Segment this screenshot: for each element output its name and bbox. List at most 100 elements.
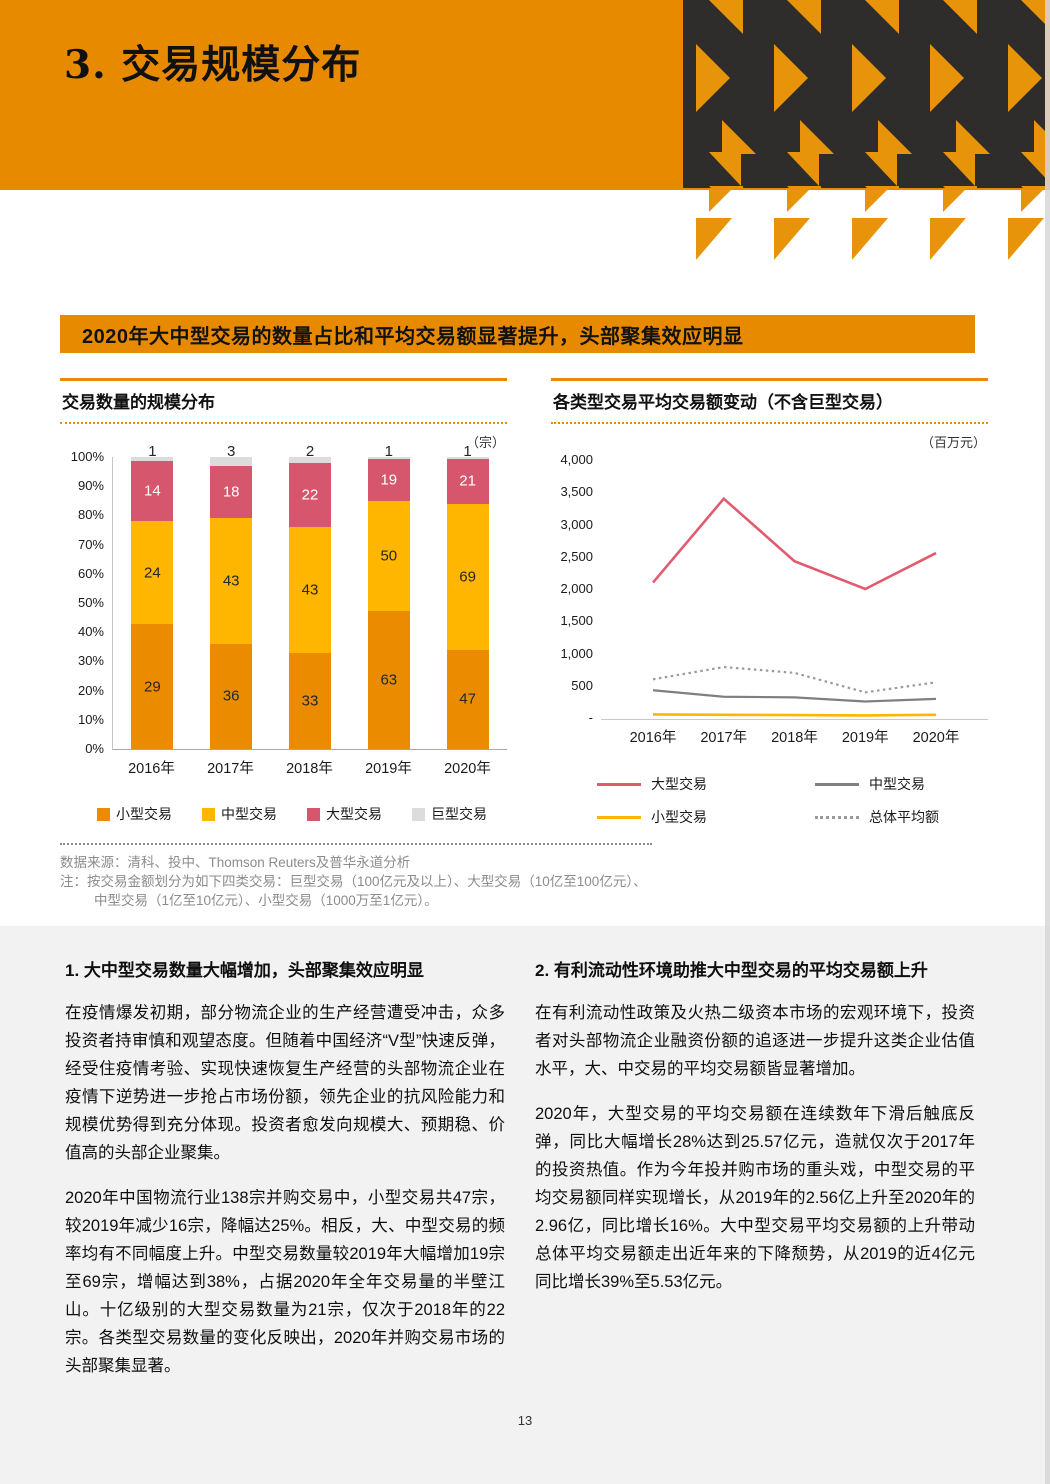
legend-label: 中型交易 — [869, 776, 925, 792]
legend-label: 小型交易 — [651, 809, 707, 825]
note-line-2: 中型交易（1亿至10亿元）、小型交易（1000万至1亿元）。 — [94, 893, 438, 909]
line-y-tick-label: 1,500 — [560, 613, 593, 629]
bar-segment: 18 — [210, 465, 253, 519]
line-y-tick-label: 2,500 — [560, 548, 593, 564]
bar-slot: 36 43 18 3 — [192, 443, 271, 749]
line-y-tick-label: 4,000 — [560, 452, 593, 467]
legend-label: 小型交易 — [116, 806, 172, 822]
legend-item: 总体平均额 — [815, 807, 988, 827]
bar-value-label: 1 — [148, 443, 157, 461]
line-chart-block: 各类型交易平均交易额变动（不含巨型交易） （百万元） 4,000 3,500 3,0… — [551, 378, 988, 827]
section-1-paragraph-2: 2020年中国物流行业138宗并购交易中，小型交易共47宗，较2019年减少16… — [65, 1189, 505, 1376]
bar-segment: 3 — [210, 443, 253, 466]
bar-segment: 24 — [131, 521, 174, 625]
bar-value-label: 43 — [301, 581, 319, 599]
line-y-tick-label: - — [588, 710, 593, 725]
bar-value-label: 21 — [459, 472, 476, 490]
bar-chart-block: 交易数量的规模分布 （宗） 100% 90% 80% 70% 60% 50% 40% 30% 2… — [60, 378, 507, 827]
line-x-label: 2020年 — [912, 730, 960, 746]
line-legend: 大型交易 中型交易 小型交易 总体平均额 — [597, 774, 988, 827]
bar-value-label: 1 — [463, 443, 472, 461]
bar-value-label: 36 — [222, 687, 240, 705]
bar-segment: 69 — [446, 503, 489, 650]
key-message-text: 2020年大中型交易的数量占比和平均交易额显著提升，头部聚集效应明显 — [82, 325, 744, 348]
bar-chart-plot: 29 24 14 1 36 43 18 3 33 43 22 2 63 50 19 1 47 69 21 1 — [112, 443, 507, 750]
legend-label: 大型交易 — [326, 806, 382, 822]
section-1-paragraph-1: 在疫情爆发初期，部分物流企业的生产经营遭受冲击，众多投资者持审慎和观望态度。但随… — [65, 1004, 505, 1163]
bar-y-tick-label: 30% — [77, 653, 104, 669]
section-1-heading: 1. 大中型交易数量大幅增加，头部聚集效应明显 — [65, 961, 424, 981]
bar-value-label: 22 — [301, 486, 319, 504]
page-edge-shadow — [1045, 0, 1050, 1484]
commentary-column-1: 1. 大中型交易数量大幅增加，头部聚集效应明显 在疫情爆发初期，部分物流企业的生… — [65, 960, 505, 1397]
bar-segment: 43 — [288, 527, 331, 653]
stacked-bar: 63 50 19 1 — [367, 443, 410, 749]
bar-chart-title: 交易数量的规模分布 — [60, 378, 507, 424]
bar-value-label: 43 — [222, 572, 240, 590]
bar-y-tick-label: 10% — [77, 711, 104, 727]
bar-segment: 2 — [288, 443, 331, 463]
bar-segment: 50 — [367, 500, 410, 611]
bar-value-label: 29 — [144, 678, 161, 696]
bar-value-label: 1 — [384, 443, 393, 461]
bar-segment: 19 — [367, 459, 410, 501]
stacked-bar: 33 43 22 2 — [288, 443, 331, 749]
bar-x-label: 2018年 — [286, 761, 333, 777]
line-series — [652, 496, 937, 591]
bar-x-label: 2016年 — [128, 761, 175, 777]
bar-segment: 22 — [288, 462, 331, 528]
line-y-labels: 4,000 3,500 3,000 2,500 2,000 1,500 1,000 500 - — [551, 452, 601, 725]
bar-value-label: 69 — [459, 568, 476, 586]
legend-line-swatch — [597, 782, 641, 786]
charts-row: 交易数量的规模分布 （宗） 100% 90% 80% 70% 60% 50% 40% 30% 2… — [60, 378, 988, 827]
line-x-label: 2019年 — [841, 730, 889, 746]
line-x-label: 2018年 — [771, 730, 818, 746]
line-series — [652, 665, 937, 694]
line-series — [652, 689, 937, 703]
bar-value-label: 18 — [222, 483, 240, 501]
legend-swatch — [412, 807, 425, 821]
bar-y-tick-label: 50% — [77, 595, 104, 610]
legend-line-swatch — [815, 782, 859, 786]
bar-segment: 1 — [446, 443, 489, 460]
bar-x-labels: 2016年 2017年 2018年 2019年 2020年 — [112, 757, 507, 778]
bar-slot: 33 43 22 2 — [271, 443, 350, 749]
header-band: 3. 交易规模分布 — [0, 0, 1050, 264]
bar-value-label: 33 — [301, 692, 319, 710]
bar-value-label: 50 — [380, 547, 398, 565]
legend-item: 中型交易 — [815, 774, 988, 794]
commentary-section: 1. 大中型交易数量大幅增加，头部聚集效应明显 在疫情爆发初期，部分物流企业的生… — [0, 926, 1050, 1484]
bar-segment: 36 — [210, 643, 253, 749]
bar-x-label: 2017年 — [207, 761, 254, 777]
line-y-tick-label: 2,000 — [560, 581, 593, 596]
bar-value-label: 47 — [459, 690, 476, 708]
page-title: 3. 交易规模分布 — [64, 42, 362, 88]
legend-line-swatch — [597, 815, 641, 819]
stacked-bar: 47 69 21 1 — [446, 443, 489, 749]
arrow-pattern-decoration — [683, 0, 1045, 264]
bar-segment: 21 — [446, 459, 489, 504]
line-y-tick-label: 3,000 — [560, 516, 593, 532]
legend-item: 大型交易 — [307, 804, 382, 824]
bar-value-label: 24 — [144, 564, 161, 582]
line-x-labels: 2016年 2017年 2018年 2019年 2020年 — [551, 726, 988, 748]
bar-slot: 29 24 14 1 — [113, 443, 192, 749]
bar-value-label: 3 — [227, 443, 236, 461]
stacked-bar: 36 43 18 3 — [210, 443, 253, 749]
commentary-column-2: 2. 有利流动性环境助推大中型交易的平均交易额上升 在有利流动性政策及火热二级资… — [535, 960, 975, 1397]
bar-y-labels: 100% 90% 80% 70% 60% 50% 40% 30% 20% 10% 0% — [60, 449, 112, 756]
legend-label: 总体平均额 — [869, 809, 939, 825]
section-2-paragraph-2: 2020年，大型交易的平均交易额在连续数年下滑后触底反弹，同比大幅增长28%达到… — [535, 1105, 975, 1292]
bar-value-label: 63 — [380, 671, 398, 689]
legend-item: 中型交易 — [202, 804, 277, 824]
bar-y-tick-label: 80% — [77, 507, 104, 523]
line-chart-unit: （百万元） — [920, 435, 986, 450]
bar-segment: 1 — [131, 443, 174, 462]
legend-label: 巨型交易 — [431, 806, 487, 822]
bar-chart-unit: （宗） — [465, 435, 505, 450]
line-x-label: 2017年 — [700, 730, 748, 746]
line-series — [652, 713, 937, 717]
section-2-paragraph-1: 在有利流动性政策及火热二级资本市场的宏观环境下，投资者对头部物流企业融资份额的追… — [535, 1004, 975, 1079]
bar-segment: 1 — [367, 443, 410, 460]
